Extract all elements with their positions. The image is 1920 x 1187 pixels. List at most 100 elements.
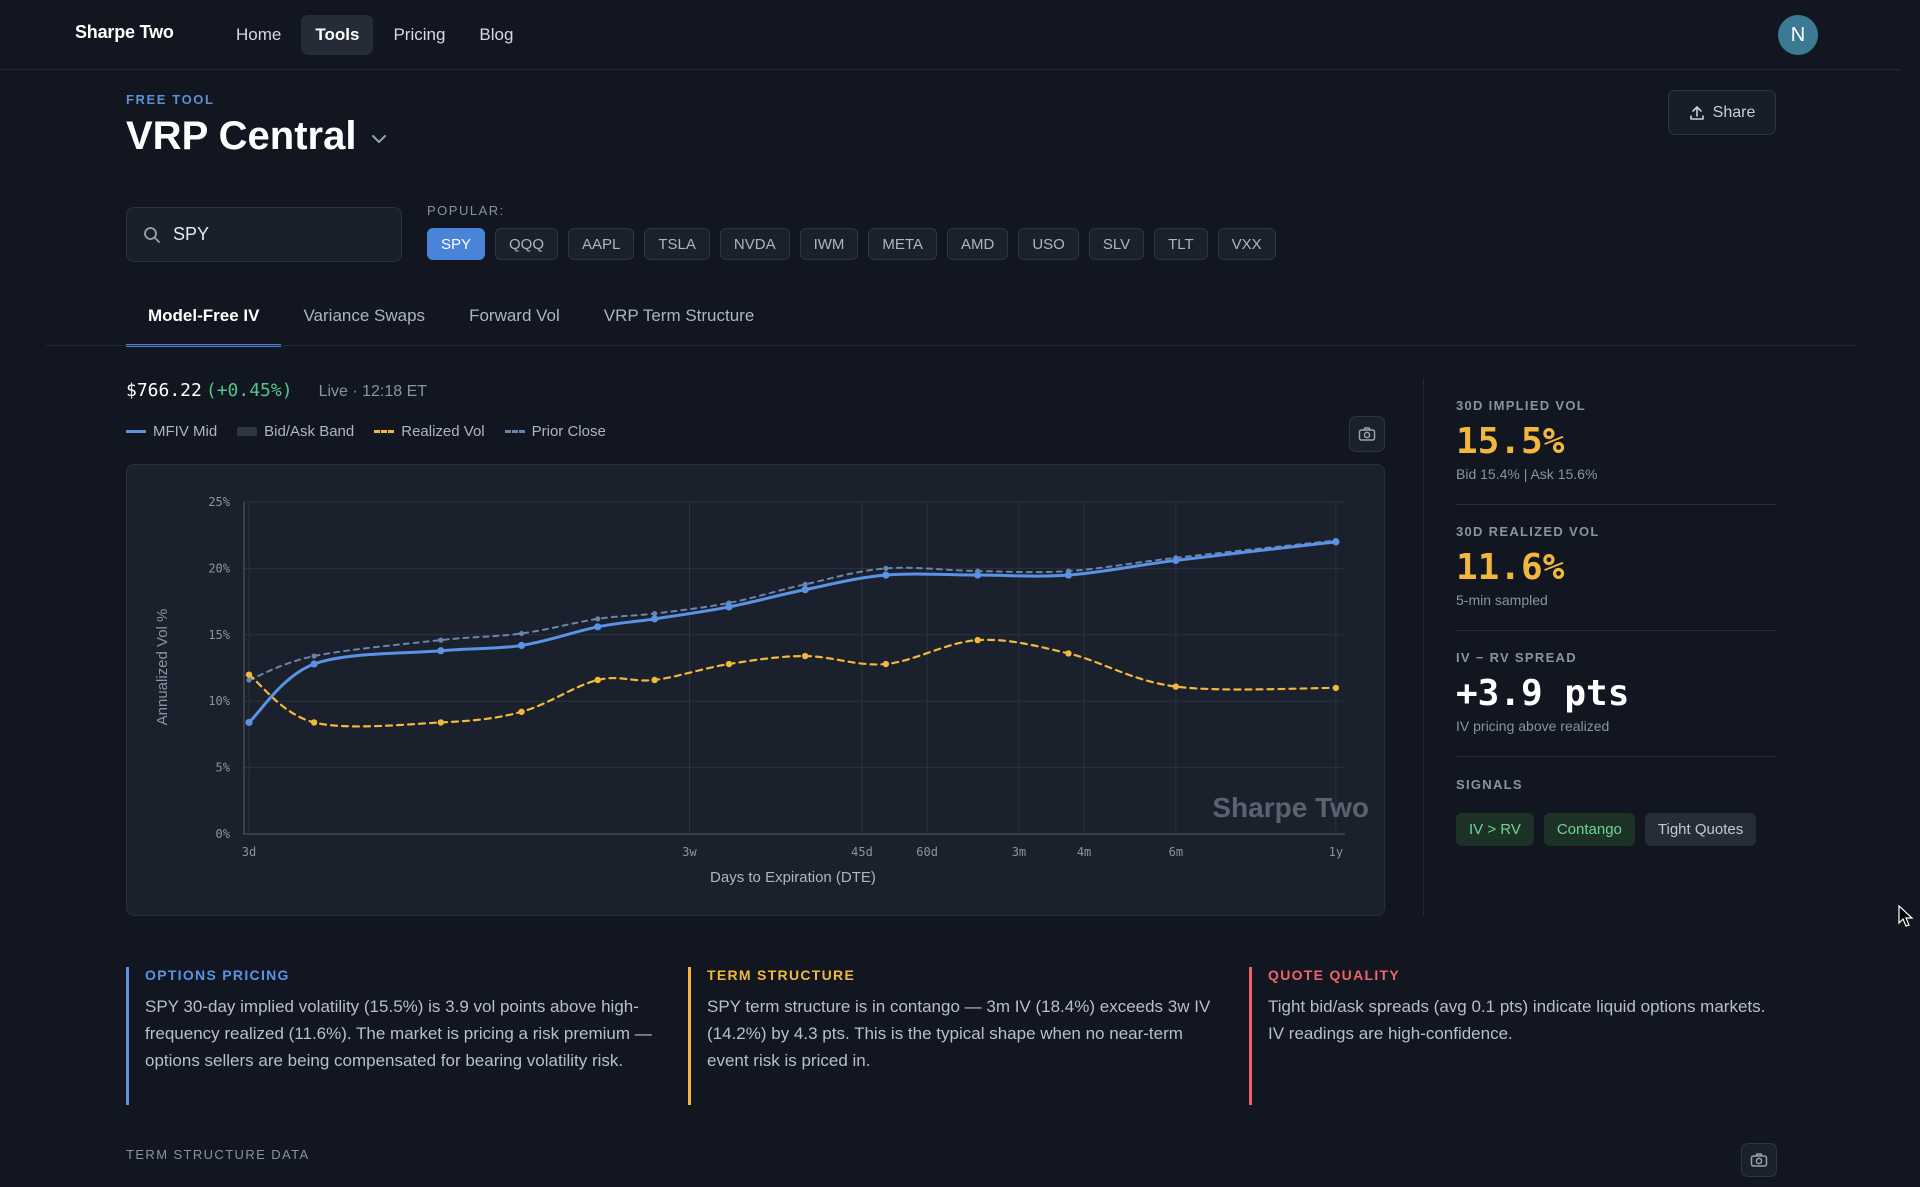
mfiv-mid-point: [1172, 556, 1180, 565]
nav-links: Home Tools Pricing Blog: [222, 15, 527, 55]
card-options-pricing: OPTIONS PRICING SPY 30-day implied volat…: [126, 967, 656, 1105]
quote-line: $766.22 (+0.45%) Live · 12:18 ET: [126, 380, 427, 401]
ticker-chip-tsla[interactable]: TSLA: [644, 228, 710, 260]
mfiv-mid-point: [245, 718, 253, 727]
card-title: QUOTE QUALITY: [1268, 967, 1401, 983]
page-eyebrow: FREE TOOL: [126, 92, 215, 107]
stat-sub: IV pricing above realized: [1456, 718, 1610, 734]
ticker-chip-spy[interactable]: SPY: [427, 228, 486, 260]
realized-vol-point: [518, 708, 525, 716]
share-label: Share: [1712, 103, 1756, 121]
mfiv-mid-line: [247, 540, 1338, 724]
popular-tickers: SPY QQQ AAPL TSLA NVDA IWM META AMD USO …: [427, 228, 1276, 260]
ticker-chip-tlt[interactable]: TLT: [1154, 228, 1208, 260]
card-title: OPTIONS PRICING: [145, 967, 290, 983]
legend-item-mfiv[interactable]: MFIV Mid: [126, 423, 217, 440]
y-tick-label: 20%: [208, 561, 230, 575]
stat-value: +3.9 pts: [1456, 673, 1630, 714]
prior-close-point: [652, 610, 658, 617]
stat-implied-vol: 30D IMPLIED VOL 15.5% Bid 15.4% | Ask 15…: [1456, 398, 1776, 482]
prior-close-point: [246, 677, 252, 683]
stat-value: 15.5%: [1456, 421, 1565, 462]
term-structure-data-label: TERM STRUCTURE DATA: [126, 1147, 310, 1162]
signals-header: SIGNALS: [1456, 777, 1776, 792]
realized-vol-point: [594, 676, 601, 684]
stat-divider: [1456, 630, 1776, 631]
nav-home[interactable]: Home: [236, 25, 282, 44]
ticker-search: [126, 207, 402, 262]
realized-vol-line: [247, 638, 1337, 728]
ticker-chip-nvda[interactable]: NVDA: [719, 228, 790, 260]
quote-change: (+0.45%): [205, 380, 293, 401]
ticker-chip-vxx[interactable]: VXX: [1217, 228, 1276, 260]
stat-divider: [1456, 504, 1776, 505]
realized-vol-point: [310, 719, 318, 726]
card-body: SPY 30-day implied volatility (15.5%) is…: [145, 997, 652, 1070]
realized-vol-point: [725, 660, 733, 668]
avatar[interactable]: N: [1778, 15, 1818, 55]
card-term-structure: TERM STRUCTURE SPY term structure is in …: [688, 967, 1218, 1105]
legend-item-realized[interactable]: Realized Vol: [374, 423, 485, 440]
share-button[interactable]: Share: [1668, 90, 1776, 135]
realized-vol-point: [882, 660, 890, 668]
ticker-chip-slv[interactable]: SLV: [1088, 228, 1145, 260]
legend-swatch: [504, 430, 525, 433]
nav-pricing[interactable]: Pricing: [393, 25, 446, 44]
chart-watermark: Sharpe Two: [1212, 792, 1369, 823]
stat-label: 30D IMPLIED VOL: [1456, 398, 1587, 413]
realized-vol-point: [1065, 650, 1072, 657]
prior-close-point: [438, 637, 444, 643]
x-tick-label: 6m: [1169, 845, 1183, 859]
y-tick-label: 10%: [208, 694, 230, 708]
stat-sub: Bid 15.4% | Ask 15.6%: [1456, 466, 1598, 482]
legend-label: MFIV Mid: [153, 423, 218, 440]
prior-close-point: [518, 630, 525, 637]
legend-swatch: [237, 427, 258, 436]
ticker-chip-uso[interactable]: USO: [1018, 228, 1079, 260]
ticker-chip-meta[interactable]: META: [868, 228, 937, 260]
column-divider: [1423, 378, 1424, 916]
tabs-divider: [46, 345, 1856, 346]
ticker-chip-amd[interactable]: AMD: [946, 228, 1009, 260]
tab-forward-vol[interactable]: Forward Vol: [469, 306, 560, 325]
legend-label: Prior Close: [531, 423, 606, 440]
legend-item-prior[interactable]: Prior Close: [504, 423, 606, 440]
page-title[interactable]: VRP Central: [126, 114, 388, 159]
nav-tools[interactable]: Tools: [301, 15, 374, 55]
card-quote-quality: QUOTE QUALITY Tight bid/ask spreads (avg…: [1249, 967, 1779, 1105]
prior-close-line: [248, 539, 1337, 681]
chart-screenshot-button[interactable]: [1349, 416, 1385, 452]
mfiv-mid-point: [974, 571, 982, 579]
chart-svg: 0% 5% 10% 15% 20% 25% 3d 3w 45d 60d 3m 4m 6m 1y Sharp…: [154, 495, 1369, 886]
ticker-chip-iwm[interactable]: IWM: [799, 228, 859, 260]
nav-blog[interactable]: Blog: [479, 25, 514, 44]
stat-label: IV − RV SPREAD: [1456, 650, 1577, 665]
realized-vol-point: [245, 671, 253, 678]
tab-model-free-iv[interactable]: Model-Free IV: [126, 296, 282, 347]
brand-logo[interactable]: Sharpe Two: [75, 22, 174, 42]
tool-tabs: Model-Free IV Variance Swaps Forward Vol…: [126, 296, 776, 347]
table-screenshot-button[interactable]: [1741, 1143, 1777, 1177]
mfiv-mid-point: [882, 571, 890, 579]
search-input[interactable]: [173, 224, 373, 245]
signal-badge-contango: Contango: [1543, 813, 1635, 846]
card-body: Tight bid/ask spreads (avg 0.1 pts) indi…: [1268, 997, 1766, 1043]
mfiv-mid-point: [1332, 538, 1340, 546]
x-axis-label: Days to Expiration (DTE): [710, 869, 876, 886]
tab-variance-swaps[interactable]: Variance Swaps: [303, 306, 426, 325]
x-tick-label: 1y: [1329, 845, 1343, 859]
mouse-cursor-icon: [1898, 905, 1914, 927]
ticker-chip-aapl[interactable]: AAPL: [568, 228, 635, 260]
signal-badges: IV > RV Contango Tight Quotes: [1456, 813, 1757, 846]
prior-close-point: [802, 581, 808, 587]
x-tick-label: 3d: [242, 845, 256, 859]
mfiv-mid-point: [651, 615, 659, 623]
legend-item-band[interactable]: Bid/Ask Band: [237, 423, 354, 440]
stat-divider: [1456, 756, 1776, 757]
realized-vol-point: [1172, 683, 1180, 690]
mfiv-mid-point: [310, 660, 318, 668]
iv-term-structure-chart: 0% 5% 10% 15% 20% 25% 3d 3w 45d 60d 3m 4m 6m 1y Sharp…: [126, 464, 1385, 916]
tab-vrp-term-structure[interactable]: VRP Term Structure: [603, 306, 755, 325]
ticker-chip-qqq[interactable]: QQQ: [495, 228, 559, 260]
mfiv-mid-point: [801, 586, 809, 594]
